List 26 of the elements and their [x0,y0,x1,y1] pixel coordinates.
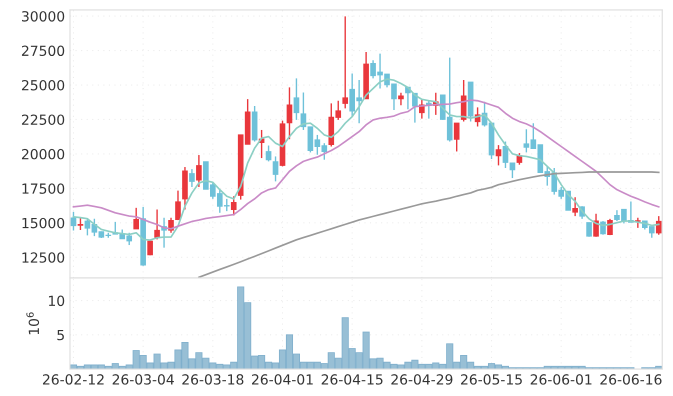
candlestick [272,156,278,182]
x-tick-label: 26-06-16 [600,374,662,385]
candlestick [496,144,502,166]
x-tick-label: 26-03-04 [112,374,174,385]
y-tick-label: 25000 [22,80,64,90]
y-tick-label: 15000 [22,218,64,228]
y-tick-label: 17500 [22,183,64,194]
candlestick [78,217,84,231]
line-series [198,171,660,278]
x-tick-label: 26-06-01 [530,374,592,385]
x-tick-label: 26-04-29 [391,374,452,385]
y-tick-label: 20000 [22,148,64,160]
y-tick-label: 27500 [22,46,64,56]
x-tick-label: 26-04-15 [322,374,382,385]
x-tick-label: 26-04-01 [252,374,313,385]
y-tick-label: 10 [48,296,64,306]
candlestick [586,222,592,238]
y-axis-title: 10$^{6}$ [26,312,40,334]
y-tick-label: 30000 [22,11,64,22]
x-tick-label: 26-03-18 [182,374,244,385]
y-tick-label: 22500 [22,114,64,125]
candlestick [147,240,153,256]
y-tick-label: 5 [57,330,64,340]
x-tick-label: 26-05-15 [461,374,522,385]
x-tick-label: 26-02-12 [42,374,104,385]
y-tick-label: 12500 [22,252,64,263]
